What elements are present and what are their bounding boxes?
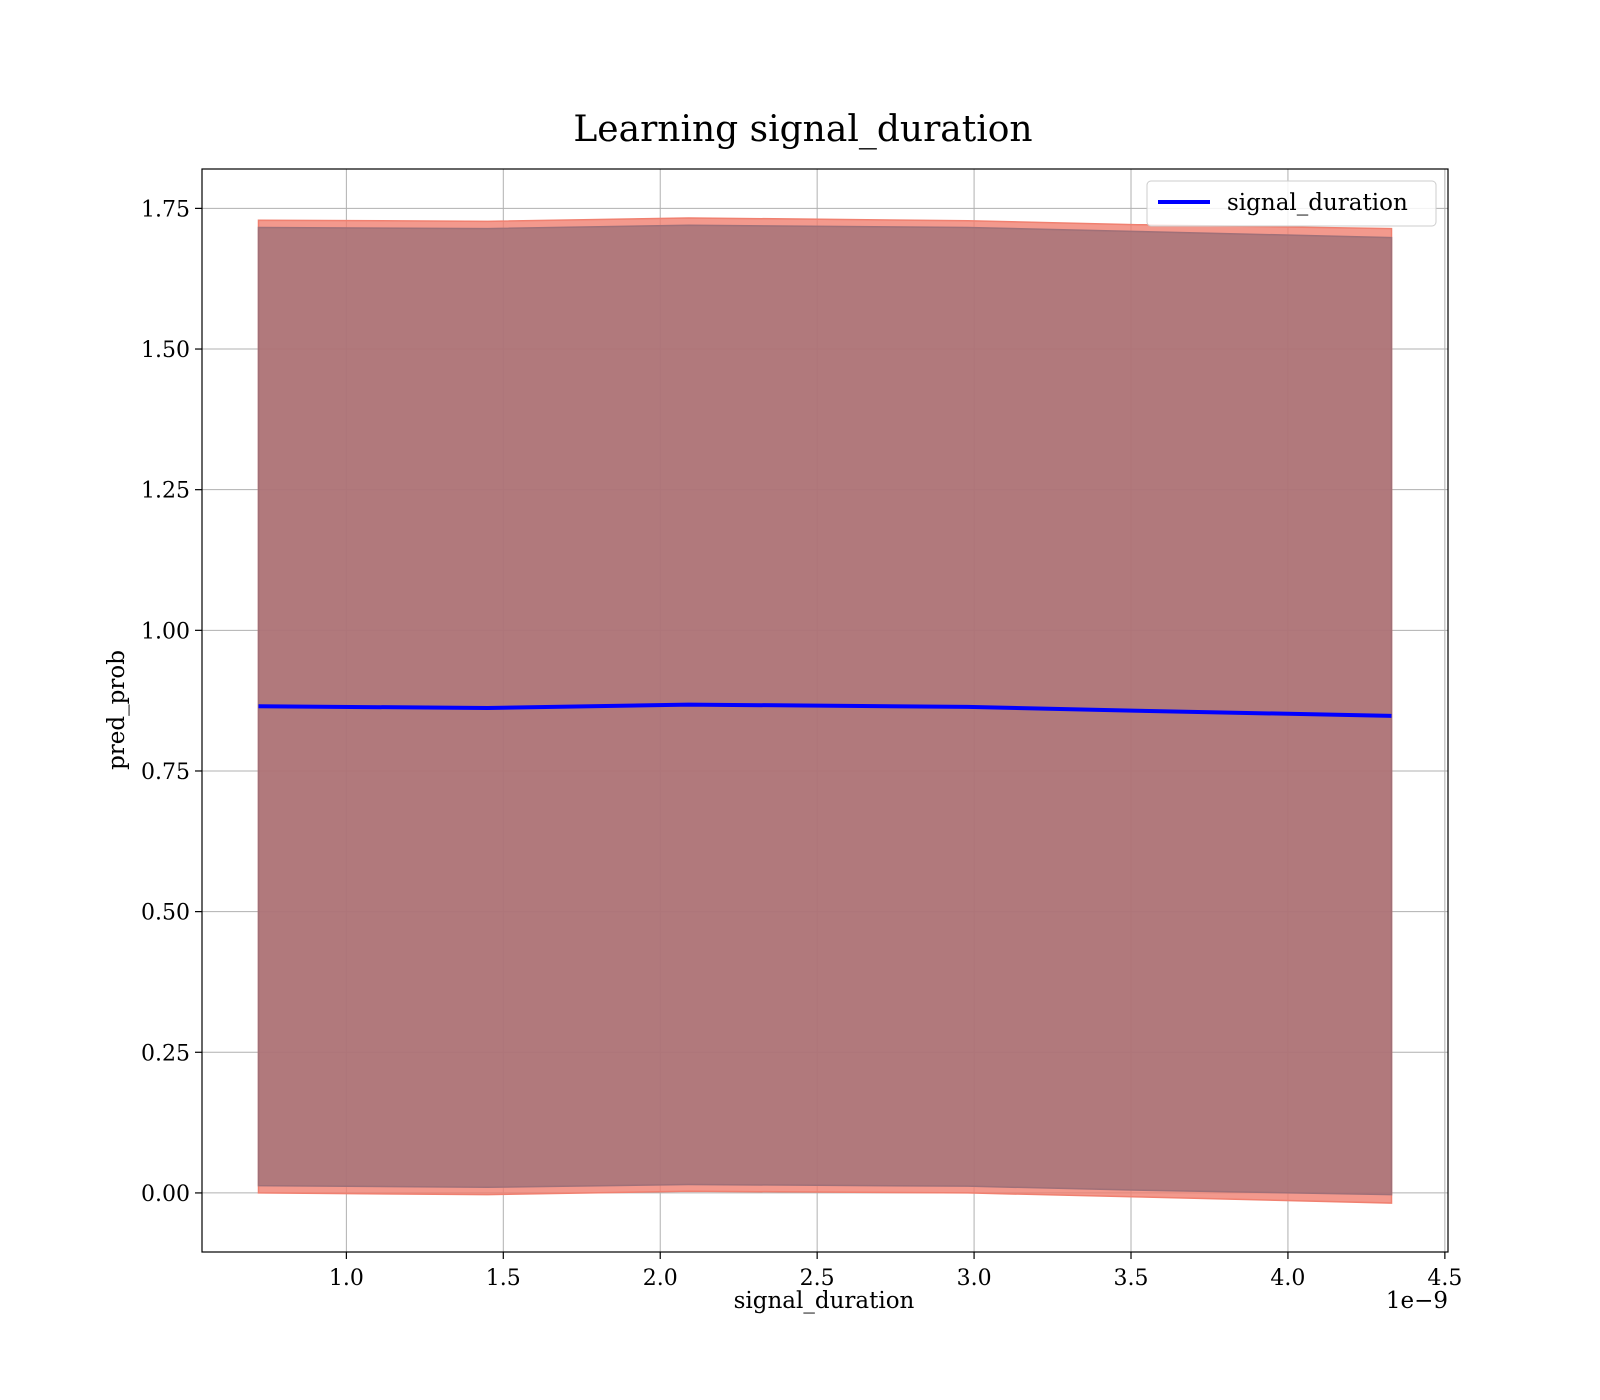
confidence-band [257,224,1393,1196]
y-tick-label: 0.75 [141,760,190,785]
y-tick-label: 1.00 [141,619,190,644]
x-tick-label: 1.0 [329,1266,364,1291]
y-tick-label: 0.50 [141,901,190,926]
x-axis-label: signal_duration [734,1288,915,1314]
x-tick-label: 4.0 [1270,1266,1305,1291]
series-line [258,702,1392,718]
x-tick-label: 1.5 [486,1266,521,1291]
y-tick-label: 0.25 [141,1041,190,1066]
legend-label: signal_duration [1227,190,1408,216]
confidence-bands [257,217,1393,1204]
y-tick-label: 1.25 [141,479,190,504]
x-tick-label: 3.0 [957,1266,992,1291]
axis-ticks: 1.0 1.5 2.0 2.5 3.0 3.5 4.0 4.5 0.00 0.25 0.50 0.75… [141,197,1462,1291]
x-tick-label: 3.5 [1114,1266,1149,1291]
y-axis-label: pred_prob [104,650,130,770]
legend-box [1146,180,1437,227]
plot-frame [201,168,1449,1253]
x-offset-label: 1e−9 [1386,1288,1448,1314]
series-lines [258,702,1392,718]
x-tick-label: 4.5 [1427,1266,1462,1291]
y-tick-label: 0.00 [141,1182,190,1207]
legend: signal_duration [1146,180,1437,227]
chart-title: Learning signal_duration [573,109,1032,150]
y-tick-label: 1.50 [141,338,190,363]
y-tick-label: 1.75 [141,197,190,222]
x-tick-label: 2.0 [643,1266,678,1291]
x-tick-label: 2.5 [800,1266,835,1291]
